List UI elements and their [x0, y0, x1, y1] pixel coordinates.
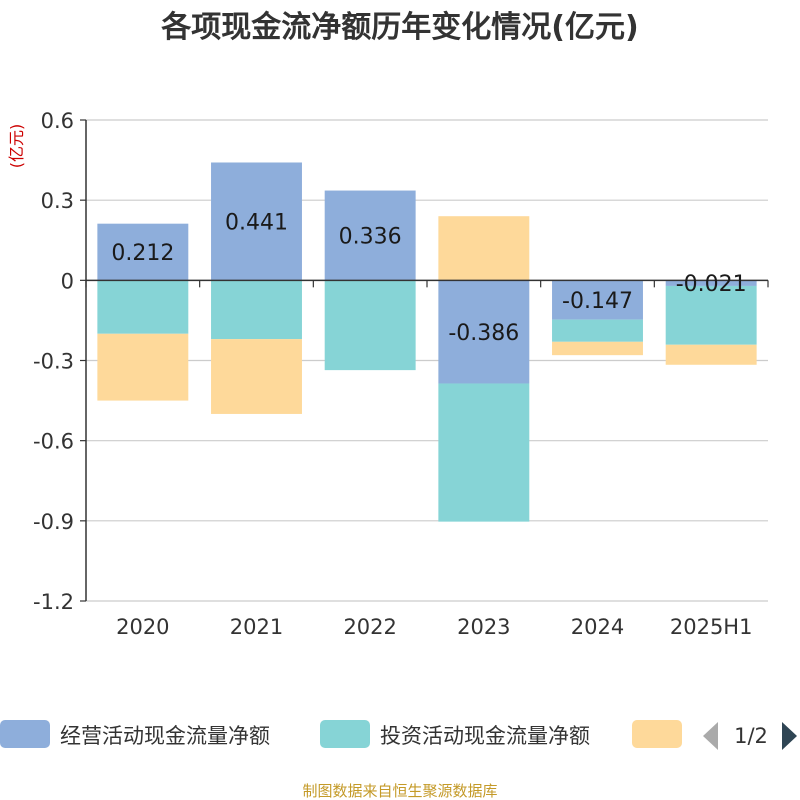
y-tick-label: -0.9: [33, 510, 74, 534]
bar-segment: [438, 280, 530, 384]
legend-page-indicator: 1/2: [734, 724, 768, 748]
legend-swatch-operating[interactable]: [0, 720, 50, 748]
x-tick-label: 2022: [343, 615, 396, 639]
bar-segment: [211, 162, 302, 281]
bar-segment: [665, 344, 757, 365]
legend-swatch-financing[interactable]: [632, 720, 682, 748]
bar-segment: [324, 190, 416, 281]
y-tick-label: 0.6: [41, 109, 74, 133]
legend: 经营活动现金流量净额 投资活动现金流量净额 1/2: [0, 720, 797, 750]
data-label: -0.147: [562, 289, 633, 314]
data-label: 0.212: [111, 241, 174, 266]
bar-segment: [552, 280, 643, 320]
data-label: 0.441: [225, 210, 288, 235]
x-tick-label: 2023: [457, 615, 510, 639]
legend-prev-page-icon[interactable]: [703, 722, 718, 750]
x-tick-label: 2021: [230, 615, 283, 639]
y-tick-label: -1.2: [33, 590, 74, 614]
data-label: -0.021: [676, 272, 747, 297]
bar-stacks: [97, 162, 757, 522]
bar-segment: [211, 339, 302, 414]
chart-title: 各项现金流净额历年变化情况(亿元): [160, 10, 638, 45]
bar-segment: [438, 216, 530, 281]
data-label: -0.386: [448, 321, 519, 346]
y-axis-unit-label: (亿元): [7, 124, 26, 169]
legend-label-investing[interactable]: 投资活动现金流量净额: [380, 724, 590, 748]
axes: 0.6 0.3 0 -0.3 -0.6 -0.9 -1.2 2020 2021 2022 2023 2…: [33, 109, 769, 639]
bar-segment: [438, 383, 530, 522]
y-tick-label: 0.3: [41, 189, 74, 213]
data-label: 0.336: [339, 224, 402, 249]
legend-label-operating[interactable]: 经营活动现金流量净额: [60, 724, 270, 748]
bar-segment: [665, 280, 757, 286]
legend-next-page-icon[interactable]: [782, 722, 797, 750]
data-source-note: 制图数据来自恒生聚源数据库: [302, 782, 497, 800]
y-tick-label: -0.3: [33, 350, 74, 374]
x-tick-label: 2025H1: [670, 615, 753, 639]
bar-segment: [97, 280, 189, 334]
bar-segment: [97, 223, 189, 281]
y-tick-label: 0: [61, 269, 74, 293]
x-tick-label: 2024: [571, 615, 624, 639]
bar-segment: [97, 333, 189, 401]
x-tick-label: 2020: [116, 615, 169, 639]
bar-segment: [552, 341, 643, 356]
bar-segment: [211, 280, 302, 340]
data-labels: 0.212 0.441 0.336 -0.386 -0.147 -0.021: [111, 210, 746, 345]
bar-segment: [552, 319, 643, 342]
bar-segment: [665, 285, 757, 345]
y-tick-label: -0.6: [33, 430, 74, 454]
bar-segment: [324, 280, 416, 371]
legend-swatch-investing[interactable]: [320, 720, 370, 748]
